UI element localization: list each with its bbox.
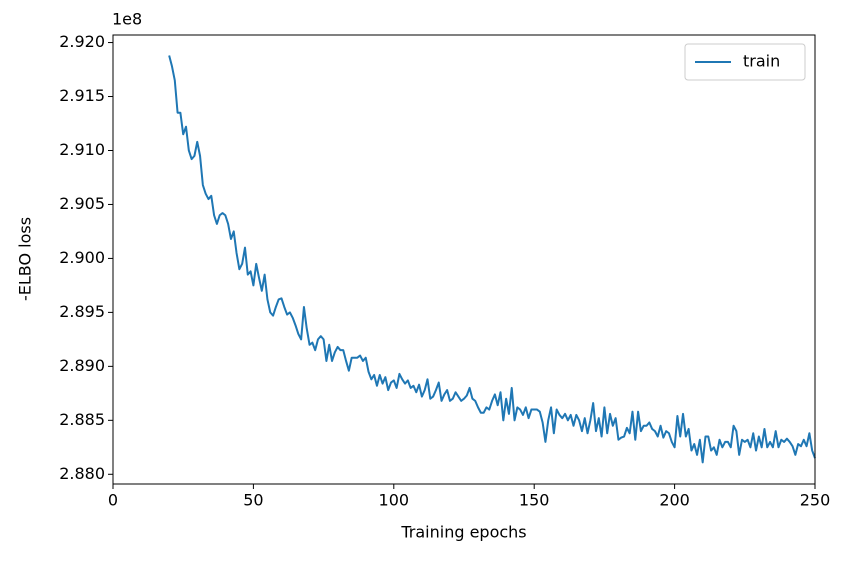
- y-tick-label: 2.910: [59, 140, 105, 159]
- y-tick-label: 2.885: [59, 410, 105, 429]
- y-tick-label: 2.920: [59, 32, 105, 51]
- legend-box: [684, 43, 806, 81]
- x-tick-label: 0: [108, 491, 118, 510]
- y-tick-label: 2.915: [59, 86, 105, 105]
- y-offset-label: 1e8: [112, 10, 142, 29]
- legend-label: train: [743, 52, 780, 71]
- series-line: [168, 55, 816, 464]
- plot-frame: [112, 34, 816, 485]
- x-axis-label: Training epochs: [400, 523, 526, 542]
- y-tick-label: 2.900: [59, 248, 105, 267]
- y-tick-label: 2.890: [59, 356, 105, 375]
- x-tick-label: 50: [243, 491, 263, 510]
- x-tick-label: 200: [659, 491, 690, 510]
- y-tick-label: 2.895: [59, 302, 105, 321]
- y-axis-label: -ELBO loss: [16, 217, 35, 301]
- y-tick-label: 2.880: [59, 464, 105, 483]
- y-tick-label: 2.905: [59, 194, 105, 213]
- x-tick-label: 150: [519, 491, 550, 510]
- x-tick-label: 250: [800, 491, 831, 510]
- x-tick-label: 100: [379, 491, 410, 510]
